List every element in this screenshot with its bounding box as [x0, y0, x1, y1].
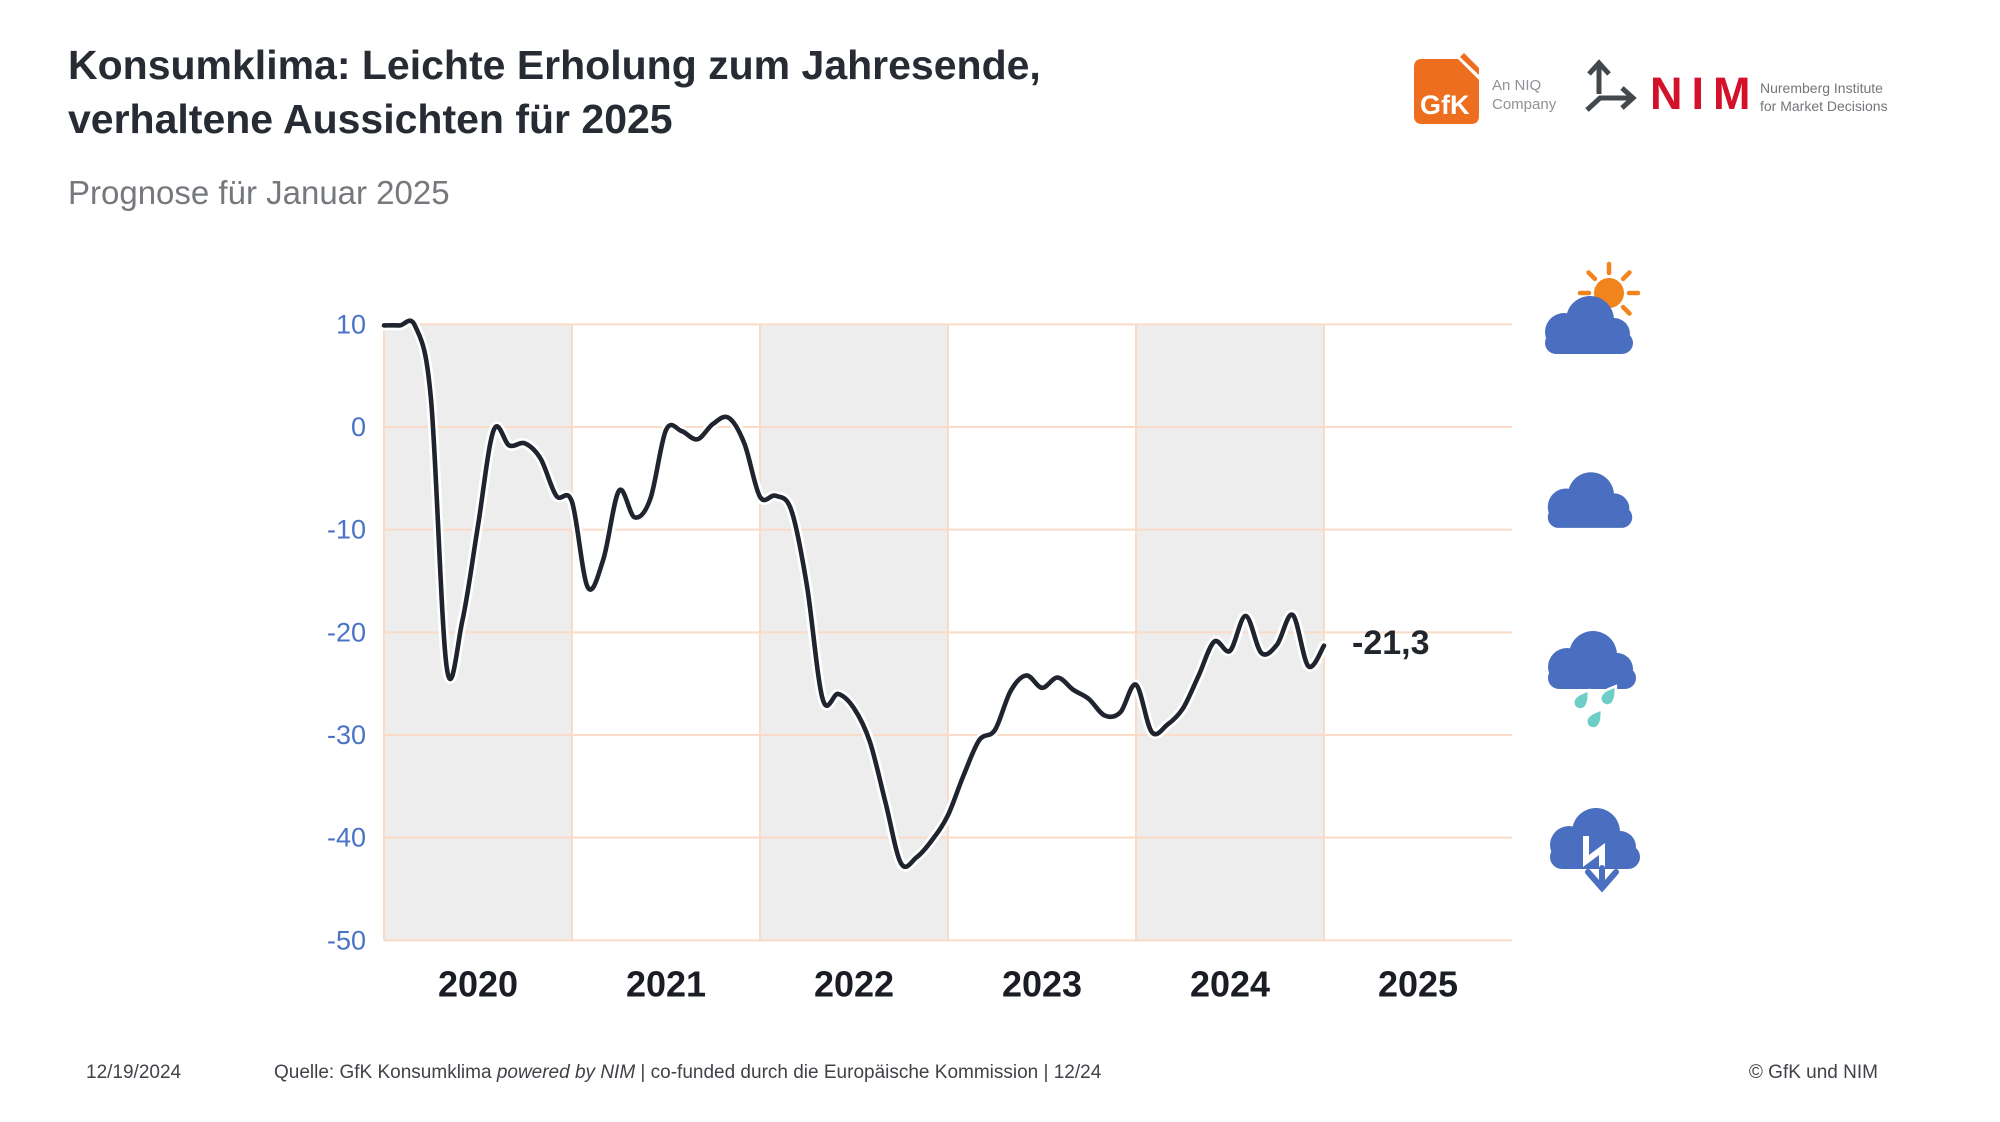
gfk-logo-icon: GfK: [1414, 53, 1479, 124]
nim-tagline-line-1: Nuremberg Institute: [1760, 80, 1883, 96]
cloud-sun-icon: [1540, 260, 1641, 367]
page-title: Konsumklima: Leichte Erholung zum Jahres…: [68, 38, 1041, 146]
raindrops: [1572, 684, 1618, 730]
y-axis-tick-label: 0: [351, 412, 366, 442]
cloud-icon: [1542, 466, 1638, 541]
cloud: [1545, 296, 1633, 354]
page-subtitle: Prognose für Januar 2025: [68, 174, 450, 211]
x-axis-year-label: 2020: [438, 963, 518, 1004]
y-axis-tick-label: -40: [327, 823, 366, 853]
gfk-tagline-line-2: Company: [1492, 96, 1557, 113]
title-line-1: Konsumklima: Leichte Erholung zum Jahres…: [68, 42, 1041, 88]
x-axis-year-label: 2025: [1378, 963, 1458, 1004]
y-axis-tick-label: -20: [327, 617, 366, 647]
footer-source: Quelle: GfK Konsumklima powered by NIM |…: [274, 1062, 1101, 1084]
nim-arrows-icon: [1583, 52, 1645, 121]
gfk-tagline-line-1: An NIQ: [1492, 77, 1542, 94]
footer-date: 12/19/2024: [86, 1062, 182, 1083]
x-axis-year-label: 2023: [1002, 963, 1082, 1004]
cloud: [1550, 808, 1640, 869]
series-line: [381, 318, 1327, 870]
gfk-logo-text: GfK: [1420, 90, 1470, 120]
nim-tagline: Nuremberg Institute for Market Decisions: [1760, 79, 1888, 115]
gfk-logo-notch-sliver: [1460, 53, 1479, 75]
nim-tagline-line-2: for Market Decisions: [1760, 98, 1888, 114]
y-axis-tick-label: 10: [336, 309, 366, 339]
x-axis-year-label: 2021: [626, 963, 706, 1004]
cloud-arrow-down-icon: [1544, 796, 1644, 933]
gfk-tagline: An NIQ Company: [1492, 76, 1556, 114]
arrow-head: [1585, 865, 1619, 893]
footer-source-powered-by: powered by NIM: [496, 1062, 636, 1083]
gfk-logo-square: [1414, 59, 1479, 124]
nim-wordmark: NIM: [1650, 68, 1760, 119]
title-line-2: verhaltene Aussichten für 2025: [68, 96, 673, 142]
end-value-label: -21,3: [1352, 624, 1430, 662]
arrow-zigzag: [1583, 836, 1605, 868]
x-axis-year-label: 2024: [1190, 963, 1270, 1004]
footer-copyright: © GfK und NIM: [1748, 1062, 1878, 1083]
x-axis-year-label: 2022: [814, 963, 894, 1004]
y-axis-tick-label: -50: [327, 925, 366, 955]
gfk-logo: GfK: [1412, 52, 1480, 126]
y-axis-tick-label: -10: [327, 515, 366, 545]
cloud-rain-icon: [1542, 620, 1642, 743]
y-axis-tick-label: -30: [327, 720, 366, 750]
footer-source-suffix: | co-funded durch die Europäische Kommis…: [635, 1062, 1102, 1083]
footer-source-prefix: Quelle: GfK Konsumklima: [274, 1062, 497, 1083]
cloud: [1548, 631, 1636, 689]
